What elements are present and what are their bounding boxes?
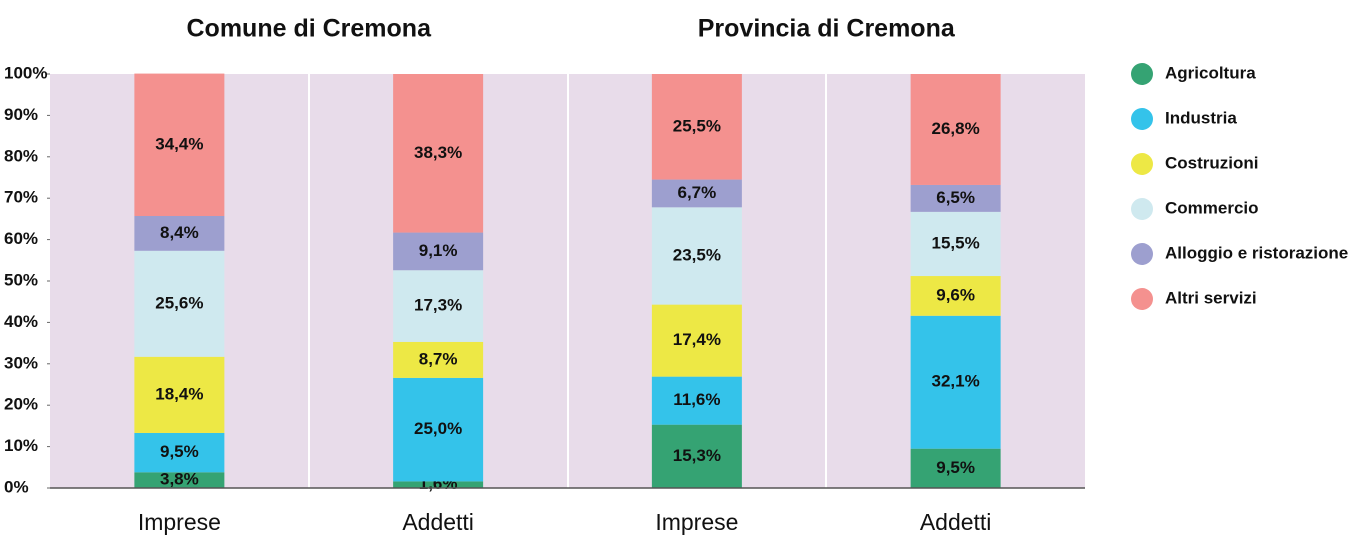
value-label: 8,7% [419, 349, 458, 368]
y-tick-label: 20% [4, 395, 38, 414]
bar-segment [910, 211, 1001, 277]
legend-label: Agricoltura [1165, 63, 1256, 82]
y-tick-label: 10% [4, 436, 38, 455]
bar-segment [134, 216, 225, 251]
legend-label: Costruzioni [1165, 153, 1259, 172]
legend-swatch [1131, 198, 1153, 220]
legend-label: Industria [1165, 108, 1237, 127]
bar-segment [651, 424, 742, 488]
value-label: 38,3% [414, 143, 462, 162]
value-label: 11,6% [673, 390, 720, 409]
y-tick-label: 40% [4, 312, 38, 331]
value-label: 9,5% [936, 458, 975, 477]
bar-segment [393, 377, 484, 482]
bar-segment [910, 315, 1001, 449]
group-title: Comune di Cremona [187, 15, 433, 43]
y-tick-label: 60% [4, 229, 38, 248]
value-label: 25,6% [155, 293, 203, 312]
y-tick-label: 50% [4, 270, 38, 289]
bar-segment [910, 276, 1001, 316]
bar-segment [393, 481, 484, 488]
bar-segment [393, 232, 484, 271]
legend-swatch [1131, 108, 1153, 130]
bar-segment [910, 74, 1001, 185]
bar-segment [134, 356, 225, 433]
value-label: 26,8% [932, 119, 980, 138]
y-tick-label: 70% [4, 188, 38, 207]
y-tick-label: 30% [4, 353, 38, 372]
bar-segment [393, 341, 484, 378]
group-title: Provincia di Cremona [698, 15, 956, 43]
value-label: 15,5% [932, 233, 980, 252]
legend-label: Altri servizi [1165, 288, 1257, 307]
value-label: 17,3% [414, 296, 462, 315]
legend-label: Alloggio e ristorazione [1165, 243, 1348, 262]
bar-segment [134, 432, 225, 473]
y-tick-label: 100% [4, 63, 47, 82]
value-label: 9,6% [936, 285, 975, 304]
bar-segment [651, 207, 742, 305]
value-label: 8,4% [160, 223, 199, 242]
legend-swatch [1131, 63, 1153, 85]
legend-swatch [1131, 288, 1153, 310]
bar-segment [910, 184, 1001, 212]
value-label: 34,4% [155, 134, 203, 153]
bar-segment [910, 448, 1001, 488]
value-label: 23,5% [673, 245, 721, 264]
value-label: 6,7% [678, 183, 717, 202]
bar-segment [651, 74, 742, 180]
x-tick-label: Imprese [655, 509, 738, 535]
y-tick-label: 80% [4, 146, 38, 165]
y-tick-label: 90% [4, 105, 38, 124]
bar-segment [651, 376, 742, 425]
bar-segment [134, 250, 225, 357]
value-label: 17,4% [673, 330, 721, 349]
y-tick-label: 0% [4, 477, 29, 496]
value-label: 25,5% [673, 116, 721, 135]
x-tick-label: Addetti [920, 509, 992, 535]
bar-segment [651, 179, 742, 208]
legend-label: Commercio [1165, 198, 1259, 217]
bar-segment [134, 73, 225, 217]
value-label: 15,3% [673, 446, 721, 465]
legend-swatch [1131, 243, 1153, 265]
bar-segment [651, 304, 742, 377]
x-tick-label: Addetti [402, 509, 474, 535]
legend-swatch [1131, 153, 1153, 175]
value-label: 9,1% [419, 241, 458, 260]
x-tick-label: Imprese [138, 509, 221, 535]
value-label: 18,4% [155, 384, 203, 403]
bar-segment [393, 74, 484, 233]
value-label: 9,5% [160, 442, 199, 461]
value-label: 6,5% [936, 188, 975, 207]
value-label: 32,1% [932, 372, 980, 391]
bar-segment [393, 270, 484, 342]
value-label: 3,8% [160, 470, 199, 489]
value-label: 25,0% [414, 419, 462, 438]
bar-segment [134, 472, 225, 488]
